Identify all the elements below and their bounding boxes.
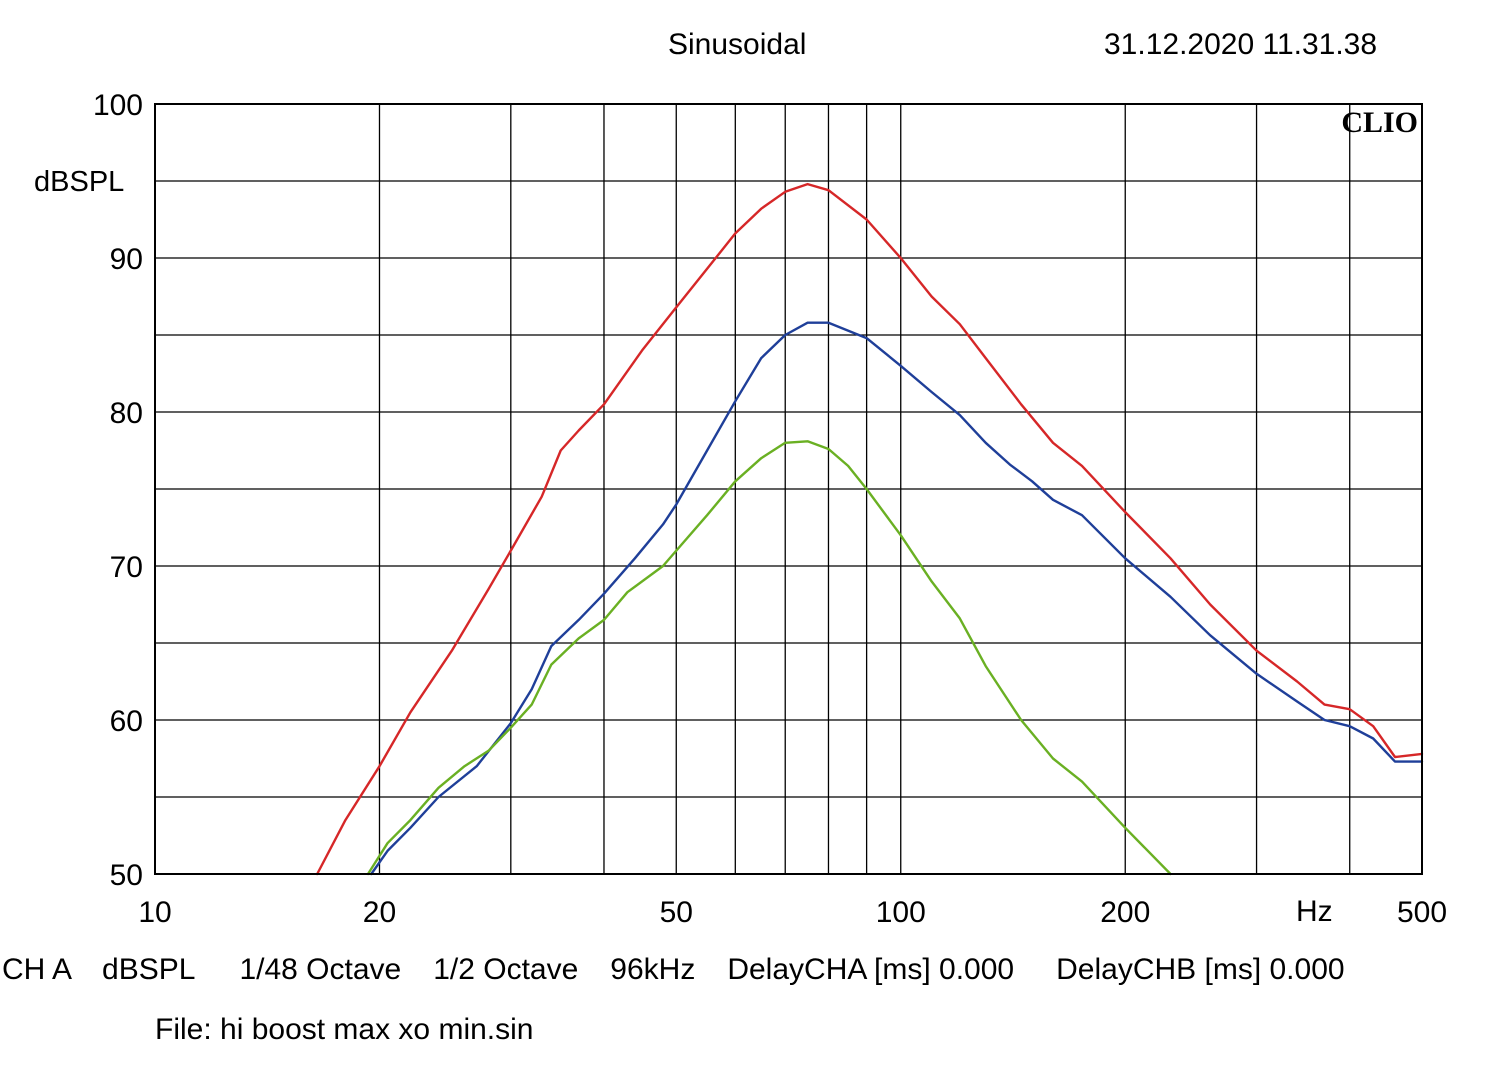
y-tick-label: 80 — [110, 397, 143, 430]
y-tick-label: 90 — [110, 243, 143, 276]
sample-rate-label: 96kHz — [610, 953, 696, 986]
chart-title: Sinusoidal — [668, 28, 807, 61]
unit-label: dBSPL — [102, 953, 196, 986]
x-tick-label: 50 — [660, 896, 693, 929]
x-axis-label: Hz — [1296, 895, 1333, 928]
y-tick-label: 60 — [110, 705, 143, 738]
y-tick-label: 70 — [110, 551, 143, 584]
grid — [155, 104, 1422, 874]
file-label: File: hi boost max xo min.sin — [155, 1013, 534, 1046]
series-line-1 — [316, 182, 1424, 876]
plot-frame — [154, 103, 1423, 875]
channel-label: CH A — [2, 953, 73, 986]
tick-labels: 50 60 70 80 90 100 10 20 50 100 200 500 — [93, 89, 1447, 929]
x-tick-label: 200 — [1100, 896, 1150, 929]
x-tick-label: 10 — [138, 896, 171, 929]
x-tick-label: 500 — [1397, 896, 1447, 929]
timestamp: 31.12.2020 11.31.38 — [1104, 28, 1378, 61]
delay-chb-label: DelayCHB [ms] 0.000 — [1056, 953, 1345, 986]
measurement-info: CH A dBSPL 1/48 Octave 1/2 Octave 96kHz Delay… — [2, 955, 1345, 985]
x-tick-label: 100 — [876, 896, 926, 929]
clio-logo: CLIO — [1341, 106, 1418, 139]
y-tick-label: 50 — [110, 859, 143, 892]
y-tick-label: 100 — [93, 89, 143, 122]
smoothing-label: 1/2 Octave — [433, 953, 579, 986]
series-line-3 — [366, 440, 1172, 876]
delay-cha-label: DelayCHA [ms] 0.000 — [727, 953, 1015, 986]
series-group — [316, 182, 1424, 876]
series-line-2 — [370, 321, 1424, 876]
y-axis-label: dBSPL — [34, 166, 125, 198]
x-tick-label: 20 — [363, 896, 396, 929]
resolution-label: 1/48 Octave — [239, 953, 402, 986]
